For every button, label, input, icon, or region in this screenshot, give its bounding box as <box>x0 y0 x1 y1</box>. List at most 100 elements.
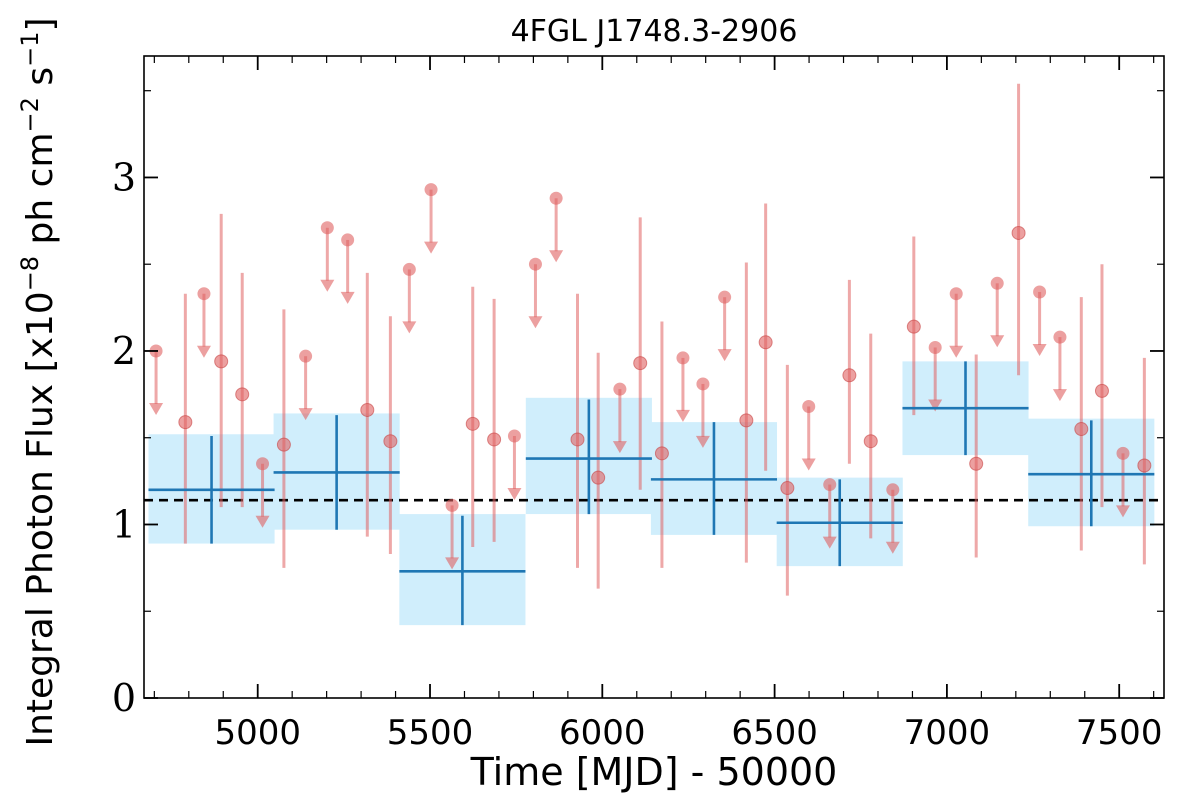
upper-limit-11 <box>549 191 564 263</box>
upper-limit-16 <box>801 399 816 471</box>
upper-limit-arrow <box>717 349 732 362</box>
upper-limit-arrow <box>255 515 270 528</box>
detection-marker <box>383 434 398 449</box>
upper-limit-0 <box>149 344 164 415</box>
detection-point-21 <box>1094 264 1109 508</box>
upper-limit-18 <box>885 483 900 554</box>
detection-marker <box>654 446 669 461</box>
detection-point-9 <box>591 352 606 589</box>
upper-limit-6 <box>402 262 417 334</box>
detection-point-6 <box>465 286 480 548</box>
detection-marker <box>633 356 648 371</box>
y-axis-label-exp3: −1 <box>16 32 44 67</box>
upper-limit-arrow <box>612 441 627 454</box>
x-tick-label: 5500 <box>387 713 474 753</box>
upper-limit-7 <box>424 183 439 254</box>
upper-limit-24 <box>1115 446 1130 518</box>
plot-frame <box>143 55 1165 699</box>
upper-limit-arrow <box>949 345 964 358</box>
upper-limit-arrow <box>196 345 211 358</box>
detection-point-7 <box>487 298 502 542</box>
y-tick-label: 3 <box>112 155 136 199</box>
upper-limit-arrow <box>424 241 439 254</box>
detection-point-20 <box>1074 297 1089 551</box>
upper-limit-marker <box>197 287 211 301</box>
upper-limit-marker <box>1116 446 1130 460</box>
upper-limit-marker <box>802 399 816 413</box>
y-axis-label: Integral Photon Flux [x10−8 ph cm−2 s−1] <box>16 17 61 746</box>
binned-flux-crosses <box>148 361 1155 626</box>
upper-limit-arrow <box>298 408 313 421</box>
detection-point-22 <box>1137 357 1152 565</box>
upper-limit-marker <box>256 457 270 471</box>
upper-limit-4 <box>320 221 335 292</box>
detection-marker <box>906 319 921 334</box>
upper-limit-marker <box>696 377 710 391</box>
detection-marker <box>178 415 193 430</box>
bin-cross-3 <box>525 399 652 515</box>
x-axis-label: Time [MJD] - 50000 <box>470 750 838 794</box>
upper-limit-arrow <box>801 458 816 471</box>
upper-limit-arrow <box>1115 505 1130 518</box>
detection-point-8 <box>570 293 585 568</box>
detection-marker <box>1074 422 1089 437</box>
y-tick-label: 1 <box>112 502 136 546</box>
bin-cross-1 <box>273 415 400 530</box>
detection-point-19 <box>1011 83 1026 376</box>
upper-limit-marker <box>718 290 732 304</box>
upper-limit-21 <box>990 276 1005 348</box>
upper-limit-12 <box>612 382 627 454</box>
axis-ticks: 5000 5500 6000 6500 7000 7500 0 1 2 3 <box>112 56 1164 753</box>
upper-limit-10 <box>528 257 543 329</box>
bin-cross-0 <box>148 435 275 544</box>
upper-limit-3 <box>298 349 313 421</box>
upper-limit-20 <box>949 287 964 358</box>
detection-marker <box>591 470 606 485</box>
upper-limit-9 <box>507 429 522 500</box>
binned-flux-bands <box>148 361 1155 626</box>
y-axis-label-end: ] <box>20 17 61 31</box>
detection-marker <box>1094 383 1109 398</box>
upper-limit-marker <box>823 478 837 492</box>
detection-marker <box>235 387 250 402</box>
x-tick-label: 7000 <box>904 713 991 753</box>
upper-limit-arrow <box>1052 389 1067 402</box>
upper-limit-marker <box>949 287 963 301</box>
bin-cross-7 <box>1028 420 1155 527</box>
upper-limit-marker <box>928 341 942 355</box>
x-tick-label: 5000 <box>214 713 301 753</box>
bin-cross-2 <box>399 515 526 626</box>
x-tick-label: 6500 <box>731 713 818 753</box>
detection-marker <box>487 432 502 447</box>
upper-limit-arrow <box>928 399 943 412</box>
detection-marker <box>969 456 984 471</box>
upper-limit-arrow <box>1032 343 1047 356</box>
detection-point-18 <box>969 354 984 558</box>
upper-limit-8 <box>445 498 460 570</box>
detection-marker <box>570 432 585 447</box>
upper-limit-arrow <box>549 250 564 263</box>
detection-marker <box>842 368 857 383</box>
detection-point-17 <box>906 236 921 416</box>
upper-limit-marker <box>676 351 690 365</box>
bin-cross-5 <box>776 479 903 567</box>
upper-limit-marker <box>528 257 542 271</box>
y-tick-label: 2 <box>112 329 136 373</box>
upper-limit-marker <box>549 191 563 205</box>
detection-point-4 <box>360 272 375 537</box>
upper-limit-19 <box>928 341 943 412</box>
detection-point-16 <box>863 333 878 539</box>
y-axis-label-exp2: −2 <box>16 97 44 132</box>
x-tick-label: 6000 <box>559 713 646 753</box>
bin-cross-4 <box>650 422 778 535</box>
detection-point-11 <box>654 321 669 568</box>
detection-marker <box>863 434 878 449</box>
upper-limit-arrow <box>402 321 417 334</box>
upper-limit-marker <box>341 233 355 247</box>
upper-limit-15 <box>717 290 732 362</box>
upper-limit-arrow <box>340 291 355 304</box>
upper-limit-23 <box>1052 330 1067 402</box>
upper-limit-marker <box>990 276 1004 290</box>
y-axis-label-exp1: −8 <box>16 256 44 291</box>
